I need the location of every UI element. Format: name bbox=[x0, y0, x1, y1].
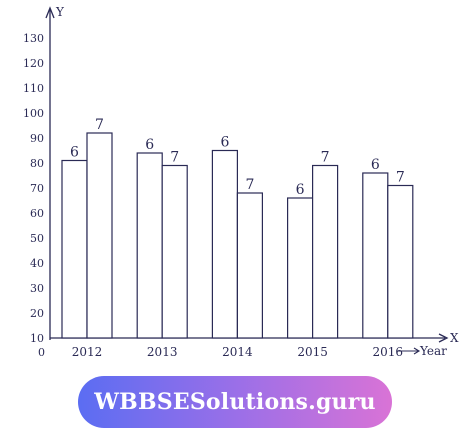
y-tick-label: 110 bbox=[23, 82, 44, 95]
bar bbox=[161, 164, 188, 339]
chart-bars bbox=[61, 132, 414, 339]
y-tick-label: 40 bbox=[30, 257, 44, 270]
y-tick-label: 80 bbox=[30, 157, 44, 170]
bar bbox=[362, 172, 389, 339]
x-category-label: 2015 bbox=[297, 345, 328, 359]
y-tick-label: 70 bbox=[30, 182, 44, 195]
xlabel-arrow-head bbox=[413, 347, 421, 355]
y-tick-label: 120 bbox=[23, 57, 44, 70]
site-watermark-banner: WBBSESolutions.guru bbox=[78, 376, 392, 428]
bar-chart: Y X 0 Year 10 20 30 40 50 60 70 80 90 100 110 120 130 6… bbox=[23, 5, 459, 359]
x-axis-arrow bbox=[438, 333, 449, 343]
x-axis-label: Year bbox=[419, 344, 447, 358]
bar bbox=[86, 132, 113, 339]
bar bbox=[136, 152, 163, 339]
x-category-label: 2013 bbox=[147, 345, 178, 359]
y-tick-label: 20 bbox=[30, 307, 44, 320]
x-category-label: 2012 bbox=[72, 345, 103, 359]
y-tick-label: 50 bbox=[30, 232, 44, 245]
bar-data-label: 6 bbox=[70, 145, 79, 161]
bar-data-label: 7 bbox=[245, 177, 254, 193]
x-category-label: 2016 bbox=[373, 345, 404, 359]
y-tick-label: 60 bbox=[30, 207, 44, 220]
bar-data-label: 6 bbox=[220, 135, 229, 151]
y-tick-label: 90 bbox=[30, 132, 44, 145]
y-axis-label: Y bbox=[55, 5, 65, 19]
y-tick-label: 30 bbox=[30, 282, 44, 295]
y-tick-label: 100 bbox=[23, 107, 44, 120]
x-category-labels: 2012 2013 2014 2015 2016 bbox=[72, 345, 403, 359]
bar bbox=[287, 197, 314, 339]
y-tick-label: 130 bbox=[23, 32, 44, 45]
y-tick-labels: 10 20 30 40 50 60 70 80 90 100 110 120 130 bbox=[23, 32, 44, 345]
bar bbox=[236, 192, 263, 339]
bar-data-label: 6 bbox=[296, 182, 305, 198]
bar-data-label: 7 bbox=[321, 150, 330, 166]
x-axis-end-label: X bbox=[450, 331, 459, 345]
origin-label: 0 bbox=[38, 346, 45, 359]
bar bbox=[312, 164, 339, 339]
bar bbox=[387, 184, 414, 339]
bar-data-label: 7 bbox=[170, 150, 179, 166]
bar-data-label: 7 bbox=[95, 117, 104, 133]
x-category-label: 2014 bbox=[222, 345, 253, 359]
y-axis-arrow bbox=[45, 6, 55, 19]
bar-data-label: 7 bbox=[396, 170, 405, 186]
bar bbox=[61, 159, 88, 339]
bar-data-label: 6 bbox=[371, 157, 380, 173]
bar-data-label: 6 bbox=[145, 137, 154, 153]
y-tick-label: 10 bbox=[30, 332, 44, 345]
bar bbox=[211, 149, 238, 339]
